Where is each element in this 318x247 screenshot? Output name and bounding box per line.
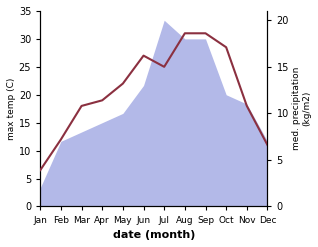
Y-axis label: max temp (C): max temp (C) bbox=[7, 78, 16, 140]
X-axis label: date (month): date (month) bbox=[113, 230, 195, 240]
Y-axis label: med. precipitation
(kg/m2): med. precipitation (kg/m2) bbox=[292, 67, 311, 150]
